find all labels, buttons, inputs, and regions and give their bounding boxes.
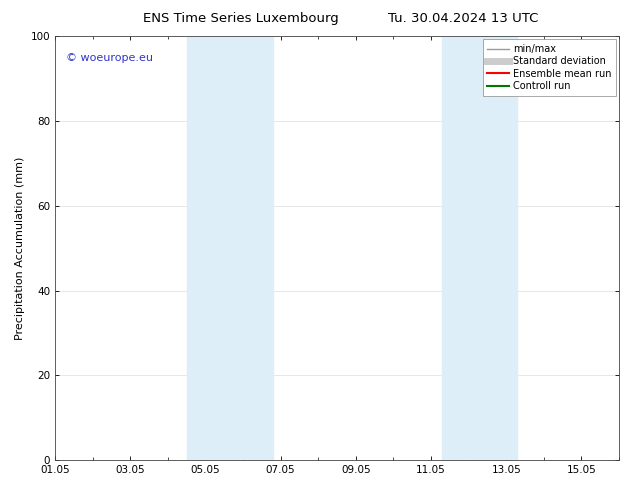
Bar <box>443 36 517 460</box>
Legend: min/max, Standard deviation, Ensemble mean run, Controll run: min/max, Standard deviation, Ensemble me… <box>482 39 616 96</box>
Bar <box>186 36 273 460</box>
Y-axis label: Precipitation Accumulation (mm): Precipitation Accumulation (mm) <box>15 156 25 340</box>
Text: Tu. 30.04.2024 13 UTC: Tu. 30.04.2024 13 UTC <box>387 12 538 25</box>
Text: ENS Time Series Luxembourg: ENS Time Series Luxembourg <box>143 12 339 25</box>
Text: © woeurope.eu: © woeurope.eu <box>67 53 153 63</box>
